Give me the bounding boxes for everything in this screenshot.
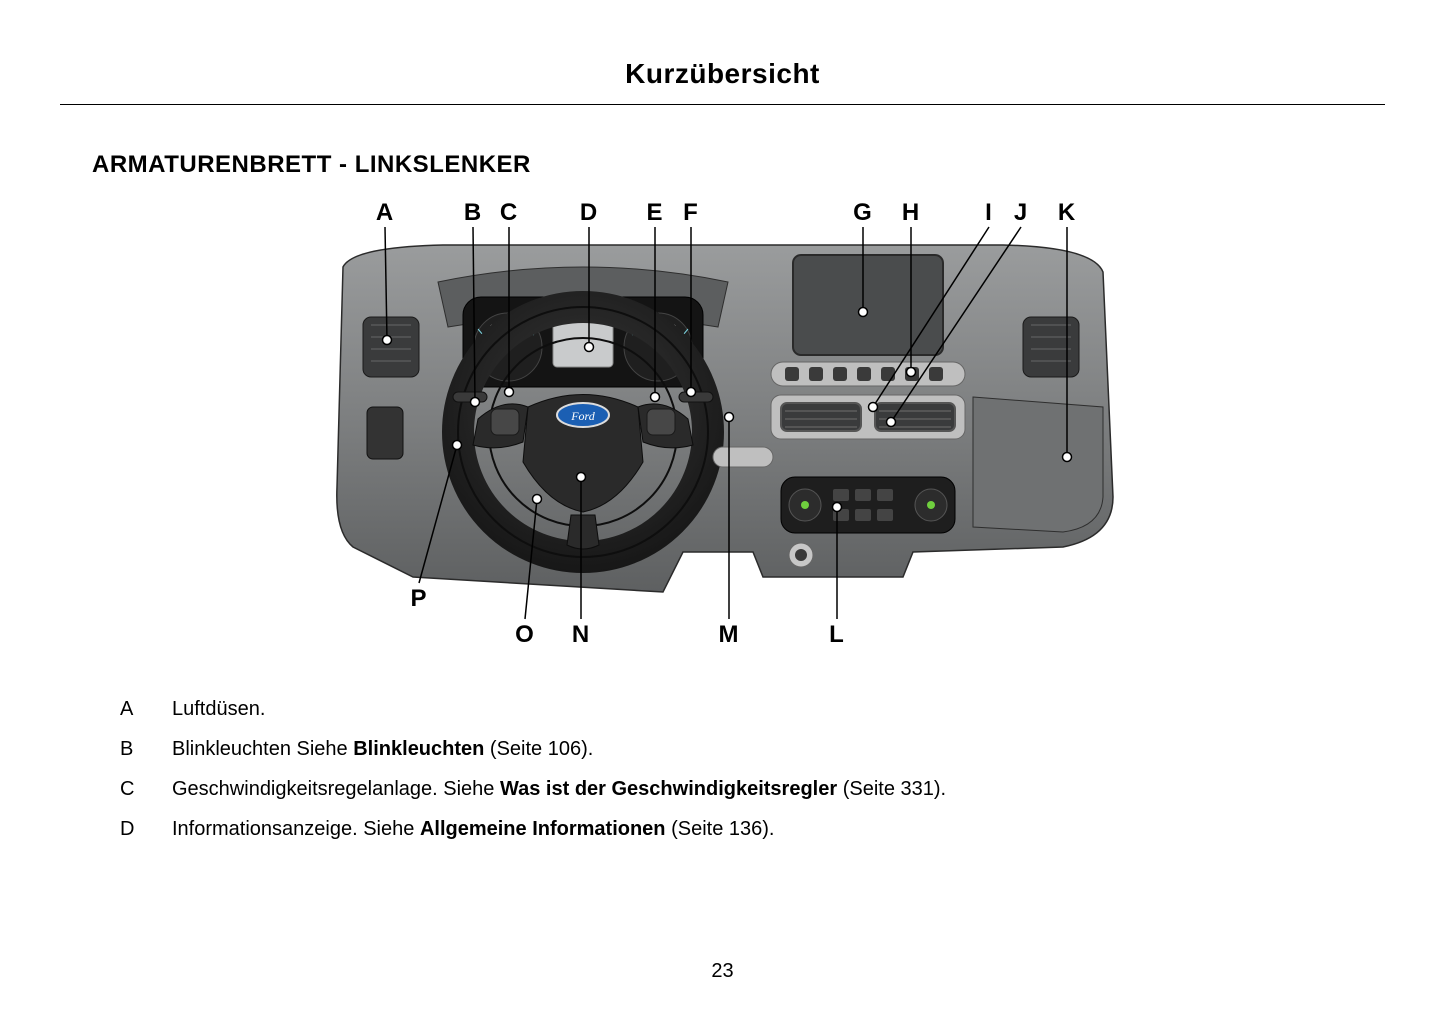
callout-label-F: F xyxy=(677,199,705,227)
page-title: Kurzübersicht xyxy=(0,0,1445,104)
callout-label-E: E xyxy=(641,199,669,227)
callout-label-C: C xyxy=(495,199,523,227)
legend-letter: D xyxy=(120,809,140,849)
ford-badge-text: Ford xyxy=(570,409,596,423)
legend-text: Informationsanzeige. Siehe Allgemeine In… xyxy=(172,809,774,849)
header-divider xyxy=(60,104,1385,105)
callout-label-P: P xyxy=(405,585,433,613)
legend-letter: A xyxy=(120,689,140,729)
callout-label-A: A xyxy=(371,199,399,227)
legend-text: Blinkleuchten Siehe Blinkleuchten (Seite… xyxy=(172,729,593,769)
legend-text: Luftdüsen. xyxy=(172,689,265,729)
legend-text: Geschwindigkeitsregelanlage. Siehe Was i… xyxy=(172,769,946,809)
legend-list: A Luftdüsen. B Blinkleuchten Siehe Blinkleu… xyxy=(120,689,1445,849)
dashboard-diagram: Ford xyxy=(323,197,1123,657)
callout-label-G: G xyxy=(849,199,877,227)
legend-row: B Blinkleuchten Siehe Blinkleuchten (Seit… xyxy=(120,729,1445,769)
section-title: ARMATURENBRETT - LINKSLENKER xyxy=(92,151,1445,179)
glovebox xyxy=(973,397,1103,532)
legend-letter: B xyxy=(120,729,140,769)
lower-left-panel xyxy=(367,407,403,459)
legend-row: D Informationsanzeige. Siehe Allgemeine I… xyxy=(120,809,1445,849)
callout-label-B: B xyxy=(459,199,487,227)
page-number: 23 xyxy=(0,960,1445,983)
callout-label-M: M xyxy=(715,621,743,649)
callout-label-J: J xyxy=(1007,199,1035,227)
callout-label-K: K xyxy=(1053,199,1081,227)
callout-label-I: I xyxy=(975,199,1003,227)
hazard-strip xyxy=(713,447,773,467)
legend-row: A Luftdüsen. xyxy=(120,689,1445,729)
air-vent-right xyxy=(1023,317,1079,377)
centre-stack xyxy=(771,255,965,567)
callout-label-L: L xyxy=(823,621,851,649)
callout-label-H: H xyxy=(897,199,925,227)
dashboard-svg: Ford xyxy=(323,197,1123,657)
air-vent-left xyxy=(363,317,419,377)
callout-label-D: D xyxy=(575,199,603,227)
callout-label-O: O xyxy=(511,621,539,649)
callout-label-N: N xyxy=(567,621,595,649)
legend-letter: C xyxy=(120,769,140,809)
legend-row: C Geschwindigkeitsregelanlage. Siehe Was … xyxy=(120,769,1445,809)
